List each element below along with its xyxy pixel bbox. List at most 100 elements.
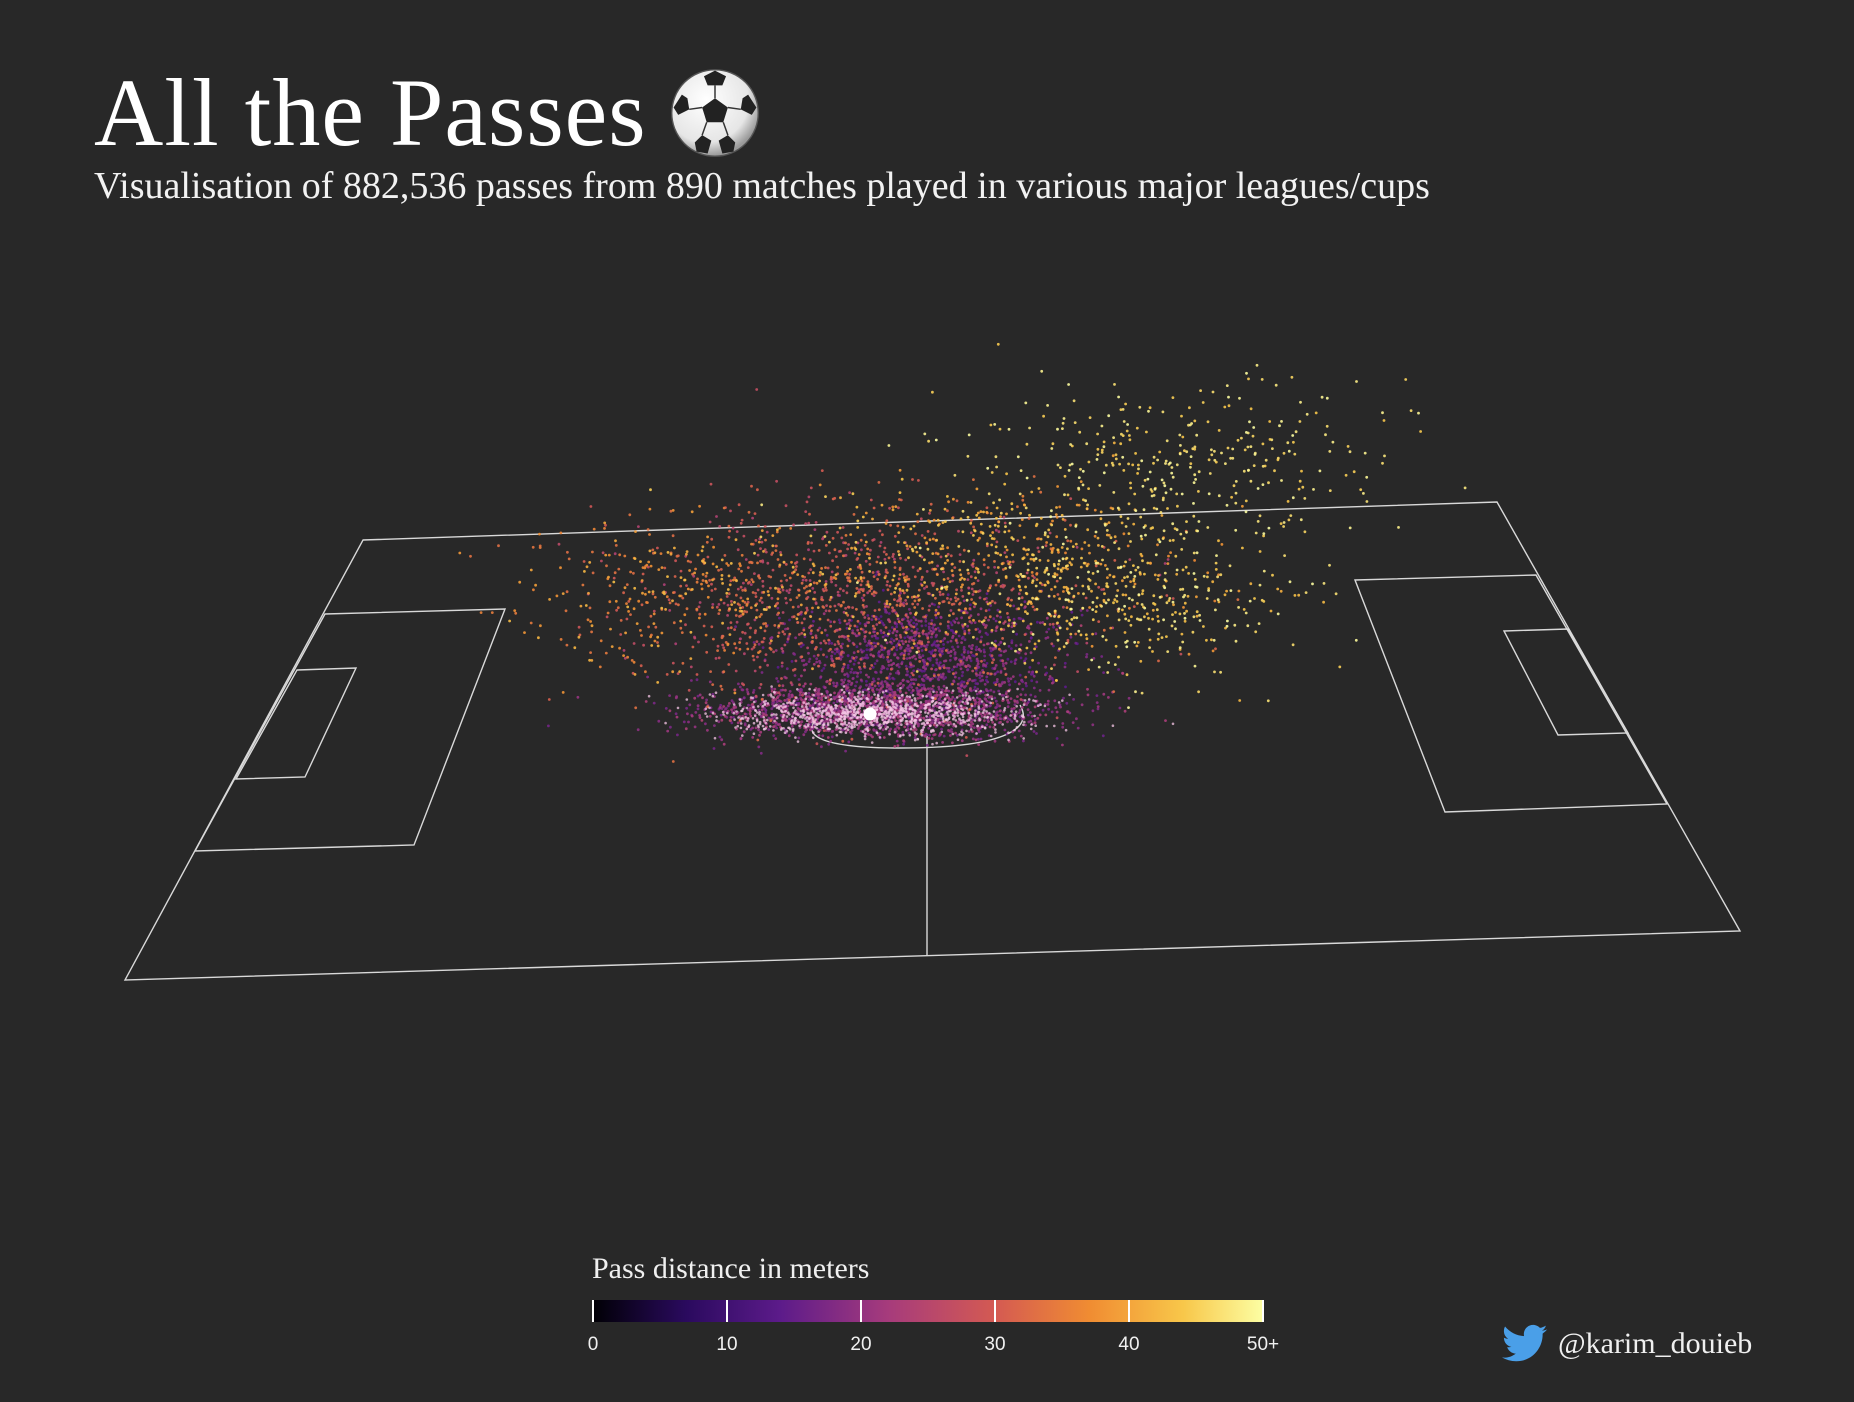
pass-dot [993,696,997,700]
pass-dot [851,615,855,619]
pass-dot [673,575,677,578]
pass-dot [1000,682,1004,685]
pass-dot [1220,451,1223,455]
pass-dot [831,659,835,663]
pass-dot [908,656,912,660]
pass-dot [941,639,945,643]
pass-dot [1135,644,1139,648]
pass-dot [779,553,783,557]
pass-dot [1141,592,1144,596]
pass-dot [1044,713,1048,717]
pass-dot [994,639,997,643]
pass-dot [885,602,889,606]
pass-dot [879,541,883,544]
pass-dot [1038,689,1042,692]
pass-dot [920,578,923,581]
pass-dot [883,576,887,580]
pass-dot [764,538,767,542]
pass-dot [978,673,981,677]
pass-dot [1019,656,1023,660]
pass-dot [983,713,987,717]
pass-dot [784,718,788,722]
pass-dot [776,528,779,532]
pass-dot [1054,656,1057,659]
pass-dot [989,646,992,650]
pass-dot [1026,553,1029,556]
pass-dot [983,654,987,658]
pass-dot [925,643,929,647]
pass-dot [800,631,804,635]
pass-dot [639,560,642,563]
pass-dot [626,655,629,659]
pass-dot [1046,559,1050,562]
pass-dot [896,617,900,621]
pass-dot [957,545,961,548]
pass-dot [949,609,953,612]
pass-dot [1023,661,1027,665]
pass-dot [809,486,813,490]
pass-dot [823,686,827,689]
pass-dot [750,647,754,651]
pass-dot [1086,503,1089,507]
pass-dot [810,610,814,614]
pass-dot [716,644,720,648]
pass-dot [1197,470,1201,474]
pass-dot [984,697,987,701]
pass-dot [778,684,781,687]
pass-dot [934,613,938,617]
pass-dot [1050,676,1054,680]
pass-dot [1085,442,1089,446]
pass-dot [1003,620,1007,624]
pass-dot [735,530,739,533]
pass-dot [777,691,781,695]
pass-dot [1087,487,1090,490]
pass-dot [805,597,808,601]
pass-dot [698,616,701,620]
pass-dot [911,673,915,677]
pass-dot [906,595,910,599]
pass-dot [908,545,912,548]
pass-dot [711,683,715,686]
pass-dot [971,737,975,741]
pass-dot [811,606,814,610]
pass-dot [779,579,783,583]
pass-dot [1151,617,1154,621]
pass-dot [822,639,826,643]
pass-dot [685,550,689,553]
pass-dot [1027,576,1030,580]
pass-dot [1006,603,1009,606]
pass-dot [1055,515,1059,519]
pass-dot [927,736,931,740]
pass-dot [1175,463,1179,467]
pass-dot [1166,558,1170,561]
pass-dot [1123,612,1127,616]
pass-dot [934,608,938,612]
pass-dot [1052,644,1055,648]
pass-dot [818,573,822,577]
pass-dot [810,629,813,633]
pass-dot [829,595,833,599]
pass-dot [1162,529,1166,533]
pass-dot [906,697,910,701]
pass-dot [916,569,920,573]
pass-dot [920,624,924,628]
pass-dot [994,699,998,703]
pass-dot [748,580,751,584]
pass-dot [924,735,927,738]
pass-dot [1075,545,1079,549]
pass-dot [924,667,927,671]
pass-dot [898,498,901,501]
pass-dot [1004,575,1008,578]
pass-dot [1069,523,1072,527]
pass-dot [797,605,800,609]
pass-dot [917,542,921,545]
pass-dot [531,545,535,549]
pass-dot [771,568,775,572]
pass-dot [1111,454,1115,458]
pass-dot [1025,442,1029,446]
pass-dot [871,654,875,658]
pass-dot [797,633,801,636]
pass-dot [922,508,925,511]
pass-dot [972,726,976,729]
pass-dot [788,618,791,622]
